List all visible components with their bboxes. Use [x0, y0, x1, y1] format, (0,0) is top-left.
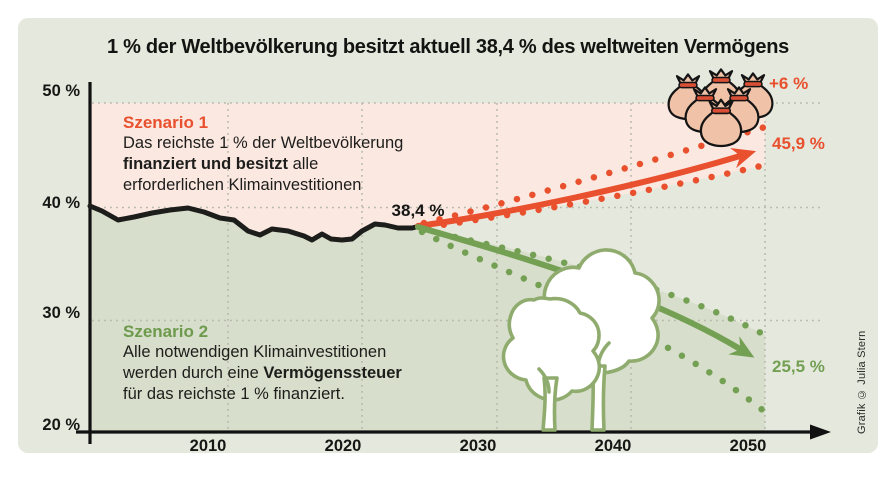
credit-note: Grafik © Julia Stern: [856, 330, 868, 434]
scenario1-line1: Das reichste 1 % der Weltbevölkerung: [123, 134, 404, 152]
scenario2-line3: für das reichste 1 % finanziert.: [123, 385, 345, 403]
trees-icon: [501, 248, 661, 432]
scenario2-line2-bold: Vermögenssteuer: [263, 364, 402, 382]
history-line: [87, 203, 423, 243]
scenario2-line2-pre: werden durch eine: [123, 364, 264, 382]
scenario1-arrow: [415, 147, 757, 229]
x-tick-label-2010: 2010: [189, 437, 227, 455]
scenario2-line1: Alle notwendigen Klimainvestitionen: [123, 343, 387, 361]
y-tick-label-30: 30 %: [42, 304, 80, 322]
scenario2-lower-band: [418, 228, 769, 416]
scenario1-line2-bold: finanziert und besitzt: [123, 155, 288, 173]
scenario2-heading: Szenario 2: [123, 322, 209, 341]
y-tick-label-20: 20 %: [42, 416, 80, 434]
scenario1-lower-band: [424, 161, 769, 231]
scenario1-line2: finanziert und besitzt alle: [123, 154, 403, 175]
x-tick-label-2040: 2040: [594, 437, 632, 455]
y-tick-label-50: 50 %: [42, 82, 80, 100]
scenario1-end-label: 45,9 %: [772, 134, 825, 153]
y-tick-label-40: 40 %: [42, 194, 80, 212]
x-axis-arrow-icon: [810, 424, 831, 440]
scenario2-end-label: 25,5 %: [772, 357, 825, 376]
scenario1-gain-label: +6 %: [769, 74, 809, 93]
scenario1-heading: Szenario 1: [123, 113, 209, 132]
current-share-label: 38,4 %: [391, 201, 445, 220]
x-tick-label-2050: 2050: [729, 437, 767, 455]
scenario2-text-block: Szenario 2 Alle notwendigen Klimainvesti…: [123, 321, 402, 405]
scenario2-line2: werden durch eine Vermögenssteuer: [123, 363, 402, 384]
x-tick-label-2030: 2030: [459, 437, 497, 455]
scenario1-pink-area: [90, 103, 765, 240]
scenario1-line3: erforderlichen Klimainvestitionen: [123, 176, 362, 194]
scenario1-text-block: Szenario 1 Das reichste 1 % der Weltbevö…: [123, 112, 403, 196]
x-tick-label-2020: 2020: [324, 437, 362, 455]
page-title: 1 % der Weltbevölkerung besitzt aktuell …: [107, 36, 789, 58]
scenario1-line2-rest: alle: [288, 155, 319, 173]
